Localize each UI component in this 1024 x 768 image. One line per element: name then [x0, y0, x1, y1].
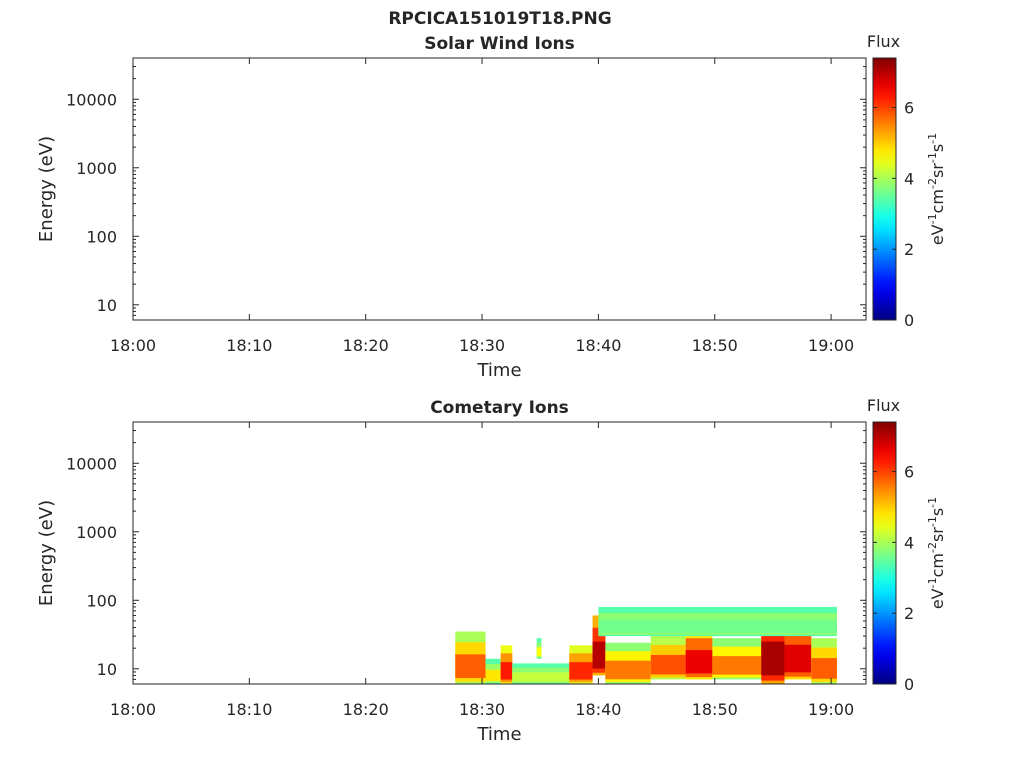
y-tick-label: 10000	[66, 90, 117, 109]
colorbar-label: Flux	[867, 396, 900, 415]
flux-region	[598, 619, 837, 633]
colorbar-label: Flux	[867, 32, 900, 51]
x-tick-label: 18:20	[343, 700, 389, 719]
x-axis-label: Time	[476, 724, 521, 745]
flux-region	[712, 656, 762, 675]
colorbar	[872, 421, 897, 685]
panel-title: Solar Wind Ions	[424, 34, 575, 54]
y-axis-label: Energy (eV)	[36, 500, 57, 606]
flux-region	[569, 662, 593, 680]
y-axis-label: Energy (eV)	[36, 136, 57, 242]
colorbar-tick-label: 0	[904, 675, 914, 694]
y-tick-label: 100	[86, 227, 117, 246]
y-tick-label: 10	[97, 660, 117, 679]
flux-region	[485, 669, 501, 682]
x-tick-label: 18:20	[343, 336, 389, 355]
colorbar-tick-label: 2	[904, 240, 914, 259]
flux-region	[811, 658, 837, 679]
solar-wind-ions-panel: 18:00 18:10 18:20 18:30 18:40 18:50 19:00 10 100…	[36, 32, 947, 381]
colorbar	[872, 57, 897, 321]
x-tick-label: 18:40	[575, 700, 621, 719]
flux-region	[500, 662, 513, 680]
flux-region	[605, 660, 651, 680]
panel-title: Cometary Ions	[430, 398, 569, 418]
y-tick-label: 1000	[76, 159, 117, 178]
colorbar-tick-label: 2	[904, 604, 914, 623]
x-tick-label: 18:30	[459, 336, 505, 355]
y-tick-label: 100	[86, 591, 117, 610]
x-tick-label: 18:10	[226, 336, 272, 355]
flux-region	[761, 641, 785, 676]
x-tick-label: 18:40	[575, 336, 621, 355]
flux-region	[685, 650, 713, 674]
x-tick-label: 19:00	[808, 336, 854, 355]
x-tick-label: 18:50	[692, 700, 738, 719]
x-tick-label: 18:30	[459, 700, 505, 719]
plot-frame	[132, 57, 867, 321]
flux-region	[455, 654, 486, 678]
flux-region	[592, 641, 606, 669]
x-tick-label: 18:50	[692, 336, 738, 355]
colorbar-tick-label: 4	[904, 169, 914, 188]
x-tick-label: 19:00	[808, 700, 854, 719]
colorbar-tick-label: 6	[904, 99, 914, 118]
x-tick-label: 18:00	[110, 336, 156, 355]
flux-region	[536, 647, 542, 657]
x-tick-label: 18:10	[226, 700, 272, 719]
y-tick-label: 10000	[66, 454, 117, 473]
plot-frame	[132, 421, 867, 685]
colorbar-tick-label: 4	[904, 533, 914, 552]
x-tick-label: 18:00	[110, 700, 156, 719]
y-tick-label: 10	[97, 296, 117, 315]
x-axis-label: Time	[476, 360, 521, 381]
colorbar-tick-label: 6	[904, 463, 914, 482]
flux-region	[650, 654, 686, 675]
colorbar-units: eV-1cm-2sr-1s-1	[926, 497, 947, 609]
colorbar-tick-label: 0	[904, 311, 914, 330]
flux-region	[512, 672, 570, 682]
colorbar-units: eV-1cm-2sr-1s-1	[926, 133, 947, 245]
spectrogram-data	[455, 606, 837, 684]
y-tick-label: 1000	[76, 523, 117, 542]
cometary-ions-panel: 18:00 18:10 18:20 18:30 18:40 18:50 19:00 10 100…	[36, 396, 947, 745]
figure-title: RPCICA151019T18.PNG	[388, 9, 611, 29]
flux-region	[784, 644, 812, 673]
